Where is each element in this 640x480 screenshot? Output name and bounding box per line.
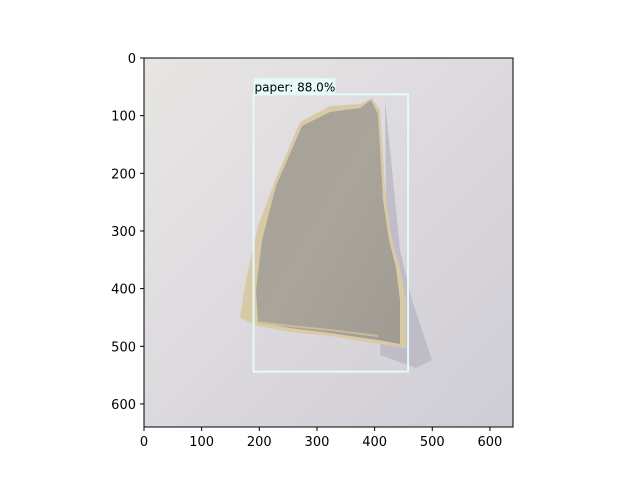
y-tick-label: 500 <box>111 340 136 355</box>
x-tick-label: 0 <box>140 435 148 450</box>
x-tick-label: 300 <box>305 435 330 450</box>
paper-fiber-edge <box>257 321 379 337</box>
y-tick-label: 0 <box>128 52 136 67</box>
x-tick-label: 500 <box>420 435 445 450</box>
y-tick-label: 400 <box>111 283 136 298</box>
y-tick-label: 100 <box>111 110 136 125</box>
paper-face <box>256 100 400 344</box>
y-tick-label: 600 <box>111 398 136 413</box>
detection-label: paper: 88.0% <box>255 80 336 94</box>
x-tick-label: 200 <box>247 435 272 450</box>
x-tick-label: 100 <box>189 435 214 450</box>
axes-frame <box>143 57 514 428</box>
x-tick-label: 600 <box>478 435 503 450</box>
x-axis: 0 100 200 300 400 500 600 <box>140 427 502 450</box>
photo <box>144 58 513 427</box>
detection: paper: 88.0% <box>252 78 410 373</box>
label-background <box>253 78 336 95</box>
x-tick-label: 400 <box>362 435 387 450</box>
y-tick-label: 300 <box>111 225 136 240</box>
y-tick-label: 200 <box>111 167 136 182</box>
y-axis: 0 100 200 300 400 500 600 <box>111 52 144 413</box>
